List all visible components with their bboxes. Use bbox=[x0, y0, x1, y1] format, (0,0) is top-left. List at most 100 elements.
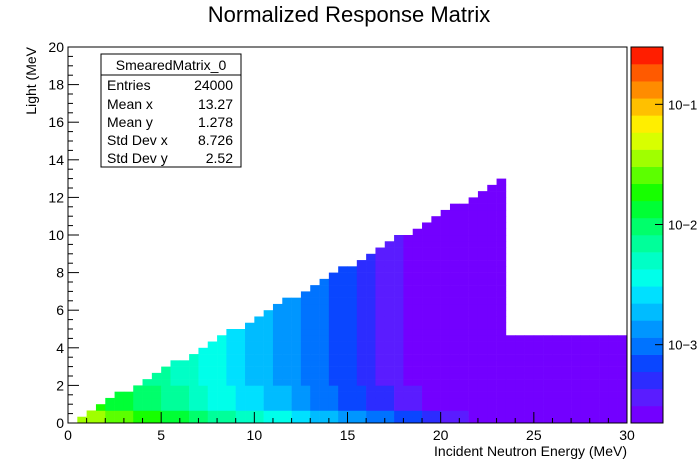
heatmap-cell bbox=[254, 366, 264, 374]
heatmap-cell bbox=[515, 360, 525, 367]
heatmap-cell bbox=[412, 247, 423, 255]
heatmap-cell bbox=[217, 372, 227, 380]
heatmap-cell bbox=[580, 354, 591, 361]
heatmap-cell bbox=[403, 291, 414, 298]
color-scale-band bbox=[631, 286, 663, 304]
heatmap-cell bbox=[300, 391, 311, 399]
heatmap-cell bbox=[179, 391, 190, 399]
heatmap-cell bbox=[412, 322, 423, 330]
heatmap-cell bbox=[347, 316, 358, 324]
heatmap-cell bbox=[263, 379, 274, 386]
heatmap-cell bbox=[589, 347, 600, 355]
heatmap-cell bbox=[459, 329, 469, 336]
heatmap-cell bbox=[356, 260, 367, 267]
heatmap-cell bbox=[505, 379, 516, 386]
heatmap-cell bbox=[161, 385, 171, 392]
heatmap-cell bbox=[459, 272, 469, 280]
heatmap-cell bbox=[356, 372, 367, 380]
heatmap-cell bbox=[449, 310, 460, 317]
heatmap-cell bbox=[151, 397, 162, 405]
heatmap-cell bbox=[496, 416, 507, 424]
heatmap-cell bbox=[589, 366, 600, 374]
heatmap-cell bbox=[608, 360, 618, 367]
heatmap-cell bbox=[235, 404, 246, 411]
heatmap-cell bbox=[291, 372, 302, 380]
heatmap-cell bbox=[589, 397, 600, 405]
y-tick-label: 8 bbox=[56, 265, 64, 281]
color-scale-bands bbox=[631, 47, 663, 424]
heatmap-cell bbox=[403, 379, 414, 386]
heatmap-cell bbox=[552, 366, 563, 374]
heatmap-cell bbox=[291, 391, 302, 399]
heatmap-cell bbox=[347, 322, 358, 330]
heatmap-cell bbox=[496, 310, 507, 317]
heatmap-cell bbox=[338, 329, 348, 336]
heatmap-cell bbox=[571, 385, 581, 392]
heatmap-cell bbox=[412, 372, 423, 380]
heatmap-cell bbox=[561, 372, 572, 380]
y-tick-label: 0 bbox=[56, 415, 64, 431]
heatmap-cell bbox=[487, 322, 497, 330]
heatmap-cell bbox=[449, 329, 460, 336]
heatmap-cell bbox=[552, 335, 563, 342]
heatmap-cell bbox=[161, 391, 171, 399]
heatmap-cell bbox=[338, 310, 348, 317]
heatmap-cell bbox=[477, 216, 488, 223]
heatmap-cell bbox=[366, 372, 376, 380]
y-axis-label: Light (MeV bbox=[23, 46, 39, 114]
heatmap-cell bbox=[440, 235, 451, 242]
heatmap-cell bbox=[347, 285, 358, 292]
heatmap-cell bbox=[384, 372, 395, 380]
heatmap-cell bbox=[133, 397, 143, 405]
heatmap-cell bbox=[477, 366, 488, 374]
heatmap-cell bbox=[617, 416, 628, 424]
heatmap-cell bbox=[589, 335, 600, 342]
heatmap-cell bbox=[282, 354, 292, 361]
heatmap-cell bbox=[561, 385, 572, 392]
heatmap-cell bbox=[422, 385, 432, 392]
heatmap-cells bbox=[77, 178, 628, 424]
heatmap-cell bbox=[468, 291, 479, 298]
heatmap-cell bbox=[207, 397, 218, 405]
heatmap-cell bbox=[245, 397, 255, 405]
heatmap-cell bbox=[580, 397, 591, 405]
heatmap-cell bbox=[496, 260, 507, 267]
heatmap-cell bbox=[366, 303, 376, 311]
heatmap-cell bbox=[338, 278, 348, 286]
heatmap-cell bbox=[589, 404, 600, 411]
heatmap-cell bbox=[543, 397, 553, 405]
heatmap-cell bbox=[496, 360, 507, 367]
heatmap-cell bbox=[300, 297, 311, 305]
x-axis: 0 5 10 15 20 25 30 bbox=[64, 412, 635, 443]
heatmap-cell bbox=[217, 391, 227, 399]
heatmap-cell bbox=[170, 397, 181, 405]
heatmap-cell bbox=[552, 347, 563, 355]
heatmap-cell bbox=[384, 253, 395, 261]
heatmap-cell bbox=[319, 372, 330, 380]
heatmap-cell bbox=[356, 404, 367, 411]
heatmap-cell bbox=[422, 397, 432, 405]
heatmap-cell bbox=[422, 303, 432, 311]
heatmap-cell bbox=[356, 297, 367, 305]
heatmap-cell bbox=[142, 416, 153, 424]
heatmap-cell bbox=[394, 347, 404, 355]
heatmap-cell bbox=[291, 335, 302, 342]
heatmap-cell bbox=[328, 303, 339, 311]
heatmap-cell bbox=[403, 322, 414, 330]
heatmap-cell bbox=[468, 297, 479, 305]
heatmap-cell bbox=[328, 278, 339, 286]
heatmap-cell bbox=[571, 335, 581, 342]
heatmap-cell bbox=[282, 391, 292, 399]
heatmap-cell bbox=[403, 416, 414, 424]
heatmap-cell bbox=[422, 253, 432, 261]
heatmap-cell bbox=[403, 385, 414, 392]
heatmap-cell bbox=[505, 410, 516, 418]
heatmap-cell bbox=[403, 366, 414, 374]
heatmap-cell bbox=[412, 310, 423, 317]
heatmap-cell bbox=[347, 297, 358, 305]
heatmap-cell bbox=[356, 316, 367, 324]
heatmap-cell bbox=[449, 253, 460, 261]
heatmap-cell bbox=[226, 329, 236, 336]
heatmap-cell bbox=[515, 366, 525, 374]
z-tick-label: 10−1 bbox=[668, 97, 697, 112]
